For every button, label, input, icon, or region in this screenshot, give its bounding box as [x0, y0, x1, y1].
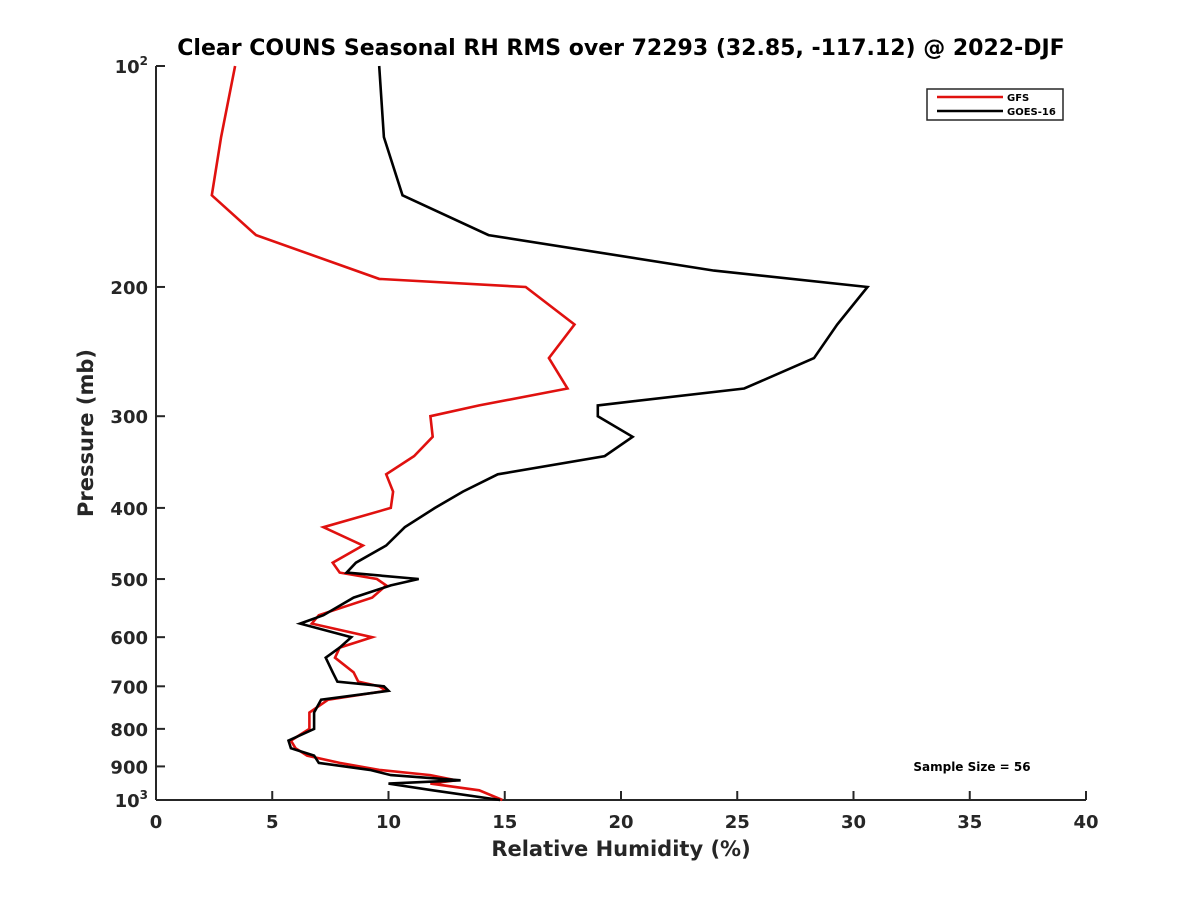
y-tick-base: 10 — [115, 791, 140, 812]
series-line-goes-16 — [286, 65, 871, 802]
x-tick-label: 5 — [266, 812, 279, 833]
y-tick-label: 900 — [110, 757, 148, 778]
x-tick-label: 40 — [1073, 812, 1098, 833]
y-tick-label: 700 — [110, 677, 148, 698]
y-axis-label: Pressure (mb) — [74, 349, 98, 517]
x-tick-label: 25 — [725, 812, 750, 833]
y-tick-label: 400 — [110, 499, 148, 520]
legend-label: GOES-16 — [1007, 107, 1056, 118]
legend-label: GFS — [1007, 93, 1029, 104]
y-tick-label: 103 — [115, 788, 148, 812]
legend: GFS GOES-16 — [926, 88, 1064, 121]
y-tick-exponent: 3 — [140, 788, 148, 802]
x-tick-label: 0 — [150, 812, 163, 833]
plot-area — [155, 66, 1086, 801]
x-axis: 0 5 10 15 20 25 30 35 40 — [150, 791, 1099, 833]
y-tick-label: 600 — [110, 628, 148, 649]
y-tick-base: 10 — [115, 57, 140, 78]
y-tick-label: 300 — [110, 407, 148, 428]
y-tick-label: 200 — [110, 278, 148, 299]
series-line-gfs — [210, 65, 577, 802]
legend-box — [926, 88, 1064, 121]
y-tick-exponent: 2 — [140, 54, 148, 68]
sample-size-annotation: Sample Size = 56 — [913, 760, 1030, 774]
x-axis-label: Relative Humidity (%) — [491, 837, 750, 861]
x-tick-label: 10 — [376, 812, 401, 833]
x-tick-label: 30 — [841, 812, 866, 833]
y-tick-label: 800 — [110, 720, 148, 741]
y-tick-label: 500 — [110, 570, 148, 591]
x-tick-label: 20 — [608, 812, 633, 833]
x-tick-label: 35 — [957, 812, 982, 833]
x-tick-label: 15 — [492, 812, 517, 833]
y-tick-label: 102 — [115, 54, 148, 78]
chart-title: Clear COUNS Seasonal RH RMS over 72293 (… — [177, 36, 1064, 61]
series-layer — [210, 65, 871, 802]
